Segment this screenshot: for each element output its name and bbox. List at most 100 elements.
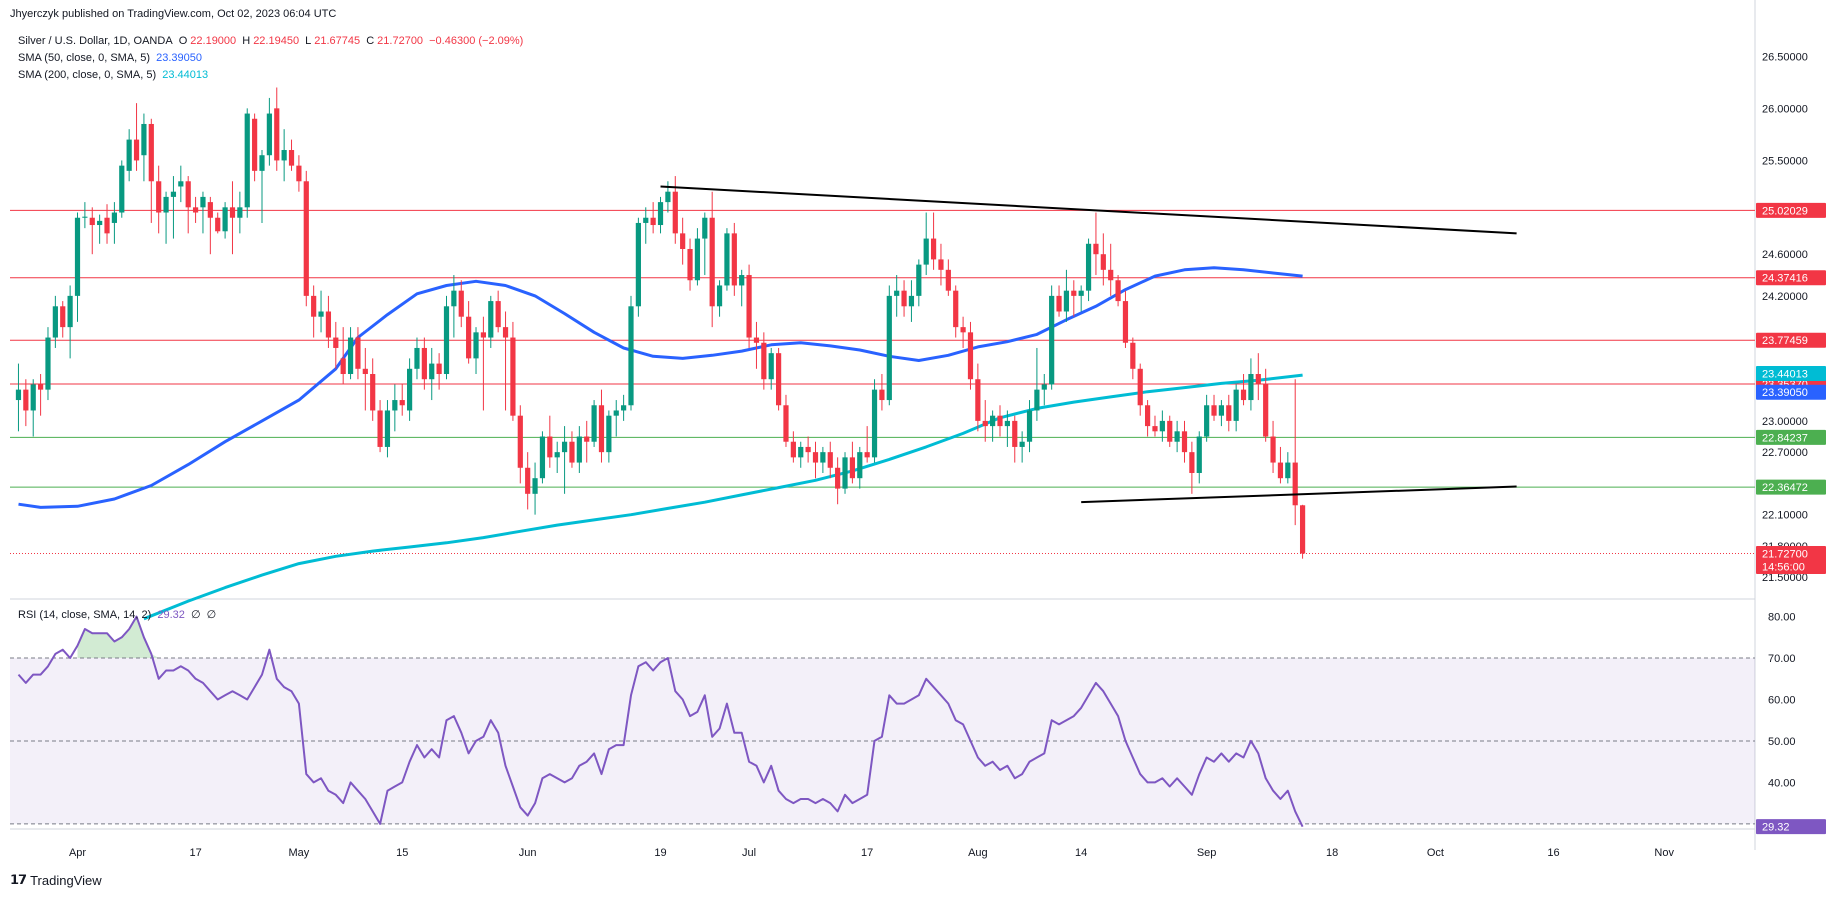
tradingview-footer[interactable]: 𝟭𝟳 TradingView <box>10 872 102 888</box>
sma200-legend[interactable]: SMA (200, close, 0, SMA, 5) 23.44013 <box>18 69 211 81</box>
rsi-line <box>17 615 1304 828</box>
candle-body-167 <box>1248 374 1254 401</box>
candle-body-33 <box>259 155 265 171</box>
ohlc-open-value: 22.19000 <box>190 35 237 47</box>
ohlc-low-label: L <box>305 35 312 47</box>
candle-body-170 <box>1270 436 1276 463</box>
candle-body-141 <box>1056 295 1062 312</box>
candle-body-166 <box>1240 389 1247 401</box>
sma200-price-tag-bg <box>1756 366 1826 382</box>
candle-body-63 <box>480 332 486 338</box>
candle-body-50 <box>384 410 391 447</box>
candle-body-44 <box>340 358 346 375</box>
candle-body-78 <box>591 405 597 442</box>
candle-body-158 <box>1181 431 1188 453</box>
candle-body-103 <box>776 353 782 406</box>
candle-body-72 <box>547 436 553 458</box>
price-tick-label: 24.60000 <box>1762 249 1808 261</box>
candle-body-143 <box>1071 290 1077 296</box>
candle-body-137 <box>1026 410 1033 442</box>
candle-body-169 <box>1263 384 1269 437</box>
candle-body-68 <box>517 415 523 468</box>
candle-body-21 <box>170 191 177 197</box>
level-price-tag-1: 24.37416 <box>1762 273 1808 285</box>
candle-body-65 <box>495 301 501 328</box>
candle-body-88 <box>665 191 671 203</box>
candle-body-61 <box>466 316 472 359</box>
candle-body-28 <box>222 207 228 232</box>
candle-body-43 <box>333 337 339 348</box>
candle-body-122 <box>916 264 922 296</box>
ohlc-high-label: H <box>242 35 251 47</box>
candle-body-4 <box>45 337 51 390</box>
candle-body-117 <box>879 389 885 401</box>
price-tick-label: 24.20000 <box>1762 291 1808 303</box>
candle-body-145 <box>1085 243 1092 291</box>
candle-body-159 <box>1189 452 1195 473</box>
candle-body-155 <box>1159 420 1165 432</box>
rsi-tick-label: 80.00 <box>1768 612 1796 624</box>
candle-body-54 <box>414 347 420 369</box>
candle-body-108 <box>812 452 819 463</box>
ohlc-close-label: C <box>366 35 375 47</box>
time-tick-label: Apr <box>69 847 86 859</box>
candle-body-162 <box>1211 405 1217 416</box>
price-tick-label: 22.70000 <box>1762 447 1808 459</box>
rsi-tick-label: 60.00 <box>1768 694 1796 706</box>
candle-body-91 <box>687 248 693 281</box>
candle-body-82 <box>621 405 627 411</box>
candle-body-95 <box>716 285 723 307</box>
ohlc-open-label: O <box>178 35 188 47</box>
trendline-0 <box>660 185 1517 235</box>
rsi-legend[interactable]: RSI (14, close, SMA, 14, 2) 29.32 ∅ ∅ <box>18 608 219 621</box>
symbol-name[interactable]: Silver / U.S. Dollar, 1D, OANDA <box>18 35 173 47</box>
sma200-line <box>143 373 1303 621</box>
time-tick-label: 17 <box>861 847 873 859</box>
candle-body-165 <box>1233 389 1239 421</box>
candle-body-1 <box>23 389 29 411</box>
ohlc-close-value: 21.72700 <box>377 35 424 47</box>
candle-body-35 <box>274 108 280 161</box>
candle-body-76 <box>576 436 582 463</box>
candle-body-113 <box>849 457 855 479</box>
candle-body-171 <box>1277 462 1284 479</box>
level-price-tag-2-bg <box>1756 332 1826 348</box>
candle-body-160 <box>1196 436 1202 473</box>
candle-body-174 <box>1299 505 1306 554</box>
candle-body-20 <box>163 196 169 213</box>
candle-body-118 <box>886 295 892 401</box>
candle-body-110 <box>827 452 833 468</box>
sma50-legend[interactable]: SMA (50, close, 0, SMA, 5) 23.39050 <box>18 52 205 64</box>
candle-body-123 <box>923 238 929 265</box>
candle-body-140 <box>1049 295 1055 385</box>
rsi-extra-2: ∅ <box>206 609 217 621</box>
candle-body-132 <box>990 415 996 427</box>
candle-body-107 <box>805 446 811 453</box>
price-tick-label: 26.00000 <box>1762 103 1808 115</box>
sma50-price-tag: 23.39050 <box>1762 387 1808 399</box>
candle-body-2 <box>30 384 36 411</box>
candle-body-93 <box>702 217 708 239</box>
candle-body-116 <box>871 389 878 458</box>
sma200-price-tag: 23.44013 <box>1762 369 1808 381</box>
candle-body-119 <box>894 290 900 296</box>
published-note: Jhyerczyk published on TradingView.com, … <box>10 8 339 20</box>
candle-body-49 <box>377 410 383 447</box>
candle-body-92 <box>694 238 701 281</box>
rsi-label: RSI (14, close, SMA, 14, 2) <box>18 609 152 621</box>
level-price-tag-4-bg <box>1756 429 1826 445</box>
candle-body-147 <box>1100 254 1106 270</box>
candle-body-52 <box>399 400 405 406</box>
candle-body-13 <box>111 212 117 223</box>
tradingview-logo-icon: 𝟭𝟳 <box>10 872 27 887</box>
candle-body-96 <box>724 233 730 286</box>
time-tick-label: Jun <box>519 847 537 859</box>
candle-body-97 <box>731 233 737 286</box>
candle-body-157 <box>1174 431 1180 442</box>
candle-body-87 <box>657 202 664 226</box>
candle-body-125 <box>938 259 944 270</box>
candle-body-39 <box>303 181 309 296</box>
candle-body-60 <box>458 290 464 317</box>
time-tick-label: Nov <box>1654 847 1674 859</box>
candle-body-127 <box>953 290 959 328</box>
